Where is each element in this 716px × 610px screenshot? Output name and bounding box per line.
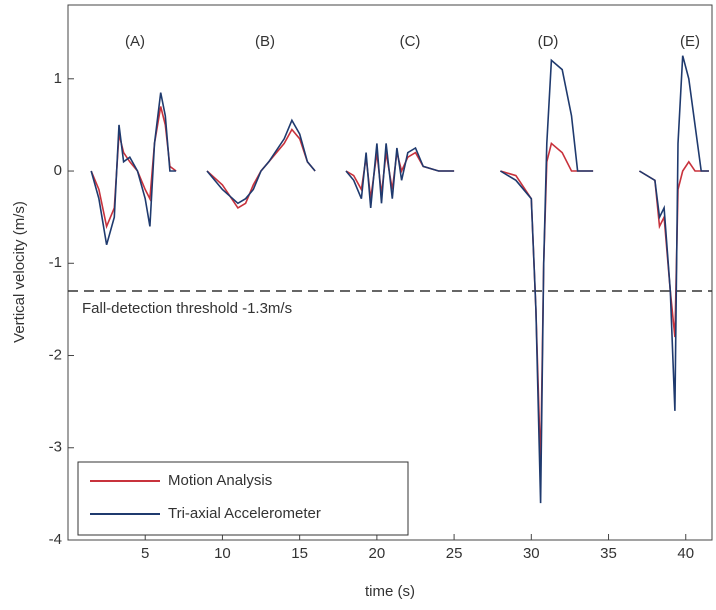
y-tick-label: -4 bbox=[49, 531, 62, 548]
series-line bbox=[91, 107, 709, 467]
legend-label: Tri-axial Accelerometer bbox=[168, 505, 321, 522]
legend-label: Motion Analysis bbox=[168, 472, 272, 489]
x-tick-label: 20 bbox=[369, 545, 386, 562]
x-tick-label: 40 bbox=[677, 545, 694, 562]
y-tick-label: 1 bbox=[54, 70, 62, 87]
event-label: (A) bbox=[125, 33, 145, 50]
x-tick-label: 30 bbox=[523, 545, 540, 562]
y-tick-label: -3 bbox=[49, 439, 62, 456]
y-tick-label: 0 bbox=[54, 162, 62, 179]
threshold-label: Fall-detection threshold -1.3m/s bbox=[82, 300, 292, 317]
x-axis-label: time (s) bbox=[365, 583, 415, 600]
legend: Motion Analysis Tri-axial Accelerometer bbox=[78, 462, 408, 535]
plot-frame bbox=[68, 5, 712, 540]
series-line bbox=[91, 56, 709, 503]
chart: Vertical velocity (m/s) time (s) -4 -3 -2 -… bbox=[0, 0, 716, 605]
y-axis-label: Vertical velocity (m/s) bbox=[11, 201, 28, 343]
x-tick-label: 35 bbox=[600, 545, 617, 562]
x-tick-label: 10 bbox=[214, 545, 231, 562]
x-tick-label: 5 bbox=[141, 545, 149, 562]
event-label: (D) bbox=[538, 33, 559, 50]
event-label: (C) bbox=[400, 33, 421, 50]
event-label: (E) bbox=[680, 33, 700, 50]
y-tick-label: -1 bbox=[49, 254, 62, 271]
y-tick-label: -2 bbox=[49, 346, 62, 363]
x-tick-label: 15 bbox=[291, 545, 308, 562]
x-tick-label: 25 bbox=[446, 545, 463, 562]
event-label: (B) bbox=[255, 33, 275, 50]
